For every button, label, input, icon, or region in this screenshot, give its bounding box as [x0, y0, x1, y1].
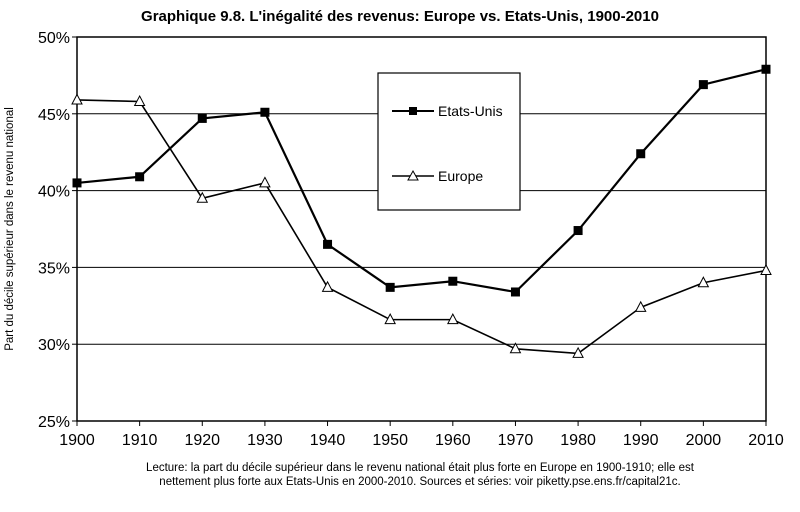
data-point-europe — [697, 276, 710, 288]
y-tick-label: 45% — [38, 107, 70, 124]
x-tick-label: 1920 — [184, 432, 220, 449]
series-line-etats-unis — [76, 68, 767, 294]
data-point-etats-unis — [135, 172, 145, 182]
y-tick-label: 40% — [38, 184, 70, 201]
y-axis-label: Part du décile supérieur dans le revenu … — [4, 107, 16, 351]
legend-marker-europe — [407, 169, 419, 181]
x-tick-label: 1910 — [122, 432, 158, 449]
data-point-etats-unis — [197, 113, 207, 123]
data-point-europe — [509, 342, 522, 354]
data-point-etats-unis — [385, 282, 395, 292]
data-point-europe — [760, 263, 772, 275]
data-point-etats-unis — [636, 149, 646, 159]
data-point-etats-unis — [698, 80, 708, 90]
x-tick-label: 2010 — [748, 432, 784, 449]
data-point-etats-unis — [323, 239, 333, 249]
data-point-etats-unis — [72, 178, 82, 188]
data-point-europe — [259, 176, 271, 188]
y-tick-label: 35% — [38, 260, 70, 277]
data-point-europe — [196, 191, 209, 203]
data-point-etats-unis — [573, 226, 583, 236]
x-tick-label: 1900 — [59, 432, 95, 449]
x-tick-label: 1940 — [310, 432, 346, 449]
x-tick-label: 2000 — [686, 432, 722, 449]
caption-line-1: Lecture: la part du décile supérieur dan… — [146, 462, 695, 474]
series-line-europe — [76, 99, 767, 355]
chart-title: Graphique 9.8. L'inégalité des revenus: … — [141, 8, 659, 25]
data-point-europe — [446, 313, 459, 325]
data-point-etats-unis — [761, 64, 771, 74]
x-tick-label: 1970 — [498, 432, 534, 449]
legend: Etats-Unis Europe — [377, 72, 521, 211]
data-point-europe — [71, 93, 83, 105]
data-point-europe — [321, 280, 334, 292]
data-point-europe — [133, 94, 146, 107]
legend-label-europe: Europe — [438, 168, 483, 184]
x-tick-label: 1980 — [560, 432, 596, 449]
x-tick-label: 1930 — [247, 432, 283, 449]
caption-line-2: nettement plus forte aux Etats-Unis en 2… — [159, 476, 680, 488]
legend-label-etats-unis: Etats-Unis — [438, 103, 503, 119]
data-point-etats-unis — [260, 107, 270, 117]
x-tick-label: 1990 — [623, 432, 659, 449]
y-tick-label: 30% — [38, 337, 70, 354]
data-point-europe — [634, 300, 647, 312]
x-tick-label: 1960 — [435, 432, 471, 449]
data-point-etats-unis — [448, 276, 458, 286]
legend-marker-etats-unis — [409, 107, 417, 115]
y-tick-label: 25% — [38, 414, 70, 431]
x-tick-label: 1950 — [372, 432, 408, 449]
data-point-europe — [572, 346, 584, 358]
data-point-europe — [384, 313, 397, 325]
y-tick-label: 50% — [38, 30, 70, 47]
plot-area — [76, 36, 767, 422]
data-point-etats-unis — [510, 287, 520, 297]
